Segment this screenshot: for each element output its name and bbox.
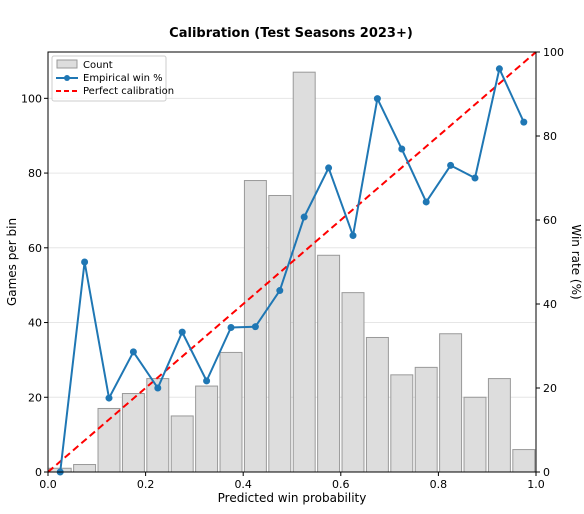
count-bar bbox=[463, 396, 487, 473]
count-bar bbox=[292, 71, 316, 473]
x-tick-label: 0.6 bbox=[332, 478, 350, 491]
empirical-win-point bbox=[276, 287, 284, 295]
empirical-win-point bbox=[422, 198, 430, 206]
y2-tick-label: 40 bbox=[543, 298, 557, 311]
chart-title: Calibration (Test Seasons 2023+) bbox=[169, 26, 413, 41]
bars-layer bbox=[48, 71, 536, 473]
empirical-win-point bbox=[325, 164, 333, 172]
count-bar bbox=[195, 385, 219, 473]
count-bar bbox=[146, 378, 170, 473]
y-tick-label: 80 bbox=[28, 167, 42, 180]
perfect-calibration-line bbox=[47, 51, 537, 473]
line-layer bbox=[56, 65, 528, 476]
empirical-win-point bbox=[349, 232, 357, 240]
legend-ref-label: Perfect calibration bbox=[83, 86, 174, 97]
empirical-win-point bbox=[227, 324, 235, 332]
y2-axis-label: Win rate (%) bbox=[569, 224, 583, 299]
count-bar bbox=[439, 333, 463, 473]
empirical-win-point bbox=[203, 377, 211, 385]
empirical-win-point bbox=[251, 323, 259, 331]
empirical-win-point bbox=[178, 328, 186, 336]
count-bar bbox=[97, 407, 121, 473]
grid-layer bbox=[48, 97, 536, 473]
x-tick-label: 0.4 bbox=[234, 478, 252, 491]
x-tick-label: 0.0 bbox=[39, 478, 57, 491]
empirical-win-point bbox=[495, 65, 503, 73]
legend: Count Empirical win % Perfect calibratio… bbox=[51, 55, 174, 102]
empirical-win-line bbox=[59, 65, 525, 473]
empirical-win-point bbox=[105, 394, 113, 402]
x-tick-label: 1.0 bbox=[527, 478, 545, 491]
empirical-win-point bbox=[398, 145, 406, 153]
empirical-win-point bbox=[154, 384, 162, 392]
count-bar bbox=[365, 336, 389, 473]
empirical-win-point bbox=[373, 95, 381, 103]
y2-tick-label: 60 bbox=[543, 214, 557, 227]
count-bar bbox=[219, 351, 243, 473]
y-axis-ticks: 0 20 40 60 80 100 bbox=[21, 92, 48, 479]
x-axis-label: Predicted win probability bbox=[218, 491, 367, 505]
x-tick-label: 0.8 bbox=[430, 478, 448, 491]
y2-tick-label: 100 bbox=[543, 46, 564, 59]
empirical-win-point bbox=[471, 174, 479, 182]
y-tick-label: 100 bbox=[21, 92, 42, 105]
count-bar bbox=[414, 366, 438, 473]
x-tick-label: 0.2 bbox=[137, 478, 155, 491]
legend-count-swatch bbox=[56, 59, 78, 69]
y2-tick-label: 0 bbox=[543, 466, 550, 479]
y-axis-label: Games per bin bbox=[5, 218, 19, 306]
legend-line-marker bbox=[64, 75, 70, 81]
y-tick-label: 0 bbox=[35, 466, 42, 479]
y2-tick-label: 20 bbox=[543, 382, 557, 395]
x-axis-ticks: 0.0 0.2 0.4 0.6 0.8 1.0 bbox=[39, 472, 545, 491]
empirical-win-point bbox=[300, 213, 308, 221]
count-bar bbox=[317, 254, 341, 473]
empirical-win-point bbox=[129, 348, 137, 356]
empirical-win-point bbox=[447, 161, 455, 169]
legend-line-label: Empirical win % bbox=[83, 73, 163, 84]
y-tick-label: 60 bbox=[28, 242, 42, 255]
plot-frame bbox=[47, 51, 537, 473]
y2-tick-label: 80 bbox=[543, 130, 557, 143]
count-bar bbox=[512, 449, 536, 473]
y-tick-label: 40 bbox=[28, 317, 42, 330]
count-bar bbox=[487, 378, 511, 473]
count-bar bbox=[341, 292, 365, 473]
legend-count-label: Count bbox=[83, 60, 113, 71]
count-bar bbox=[170, 415, 194, 473]
reference-layer bbox=[47, 51, 537, 473]
count-bar bbox=[73, 464, 97, 473]
empirical-win-point bbox=[81, 258, 89, 266]
empirical-win-point bbox=[520, 118, 528, 126]
legend-box bbox=[51, 55, 167, 102]
count-bar bbox=[390, 374, 414, 473]
y2-axis-ticks: 0 20 40 60 80 100 bbox=[536, 46, 564, 479]
count-bar bbox=[268, 194, 292, 473]
y-tick-label: 20 bbox=[28, 391, 42, 404]
